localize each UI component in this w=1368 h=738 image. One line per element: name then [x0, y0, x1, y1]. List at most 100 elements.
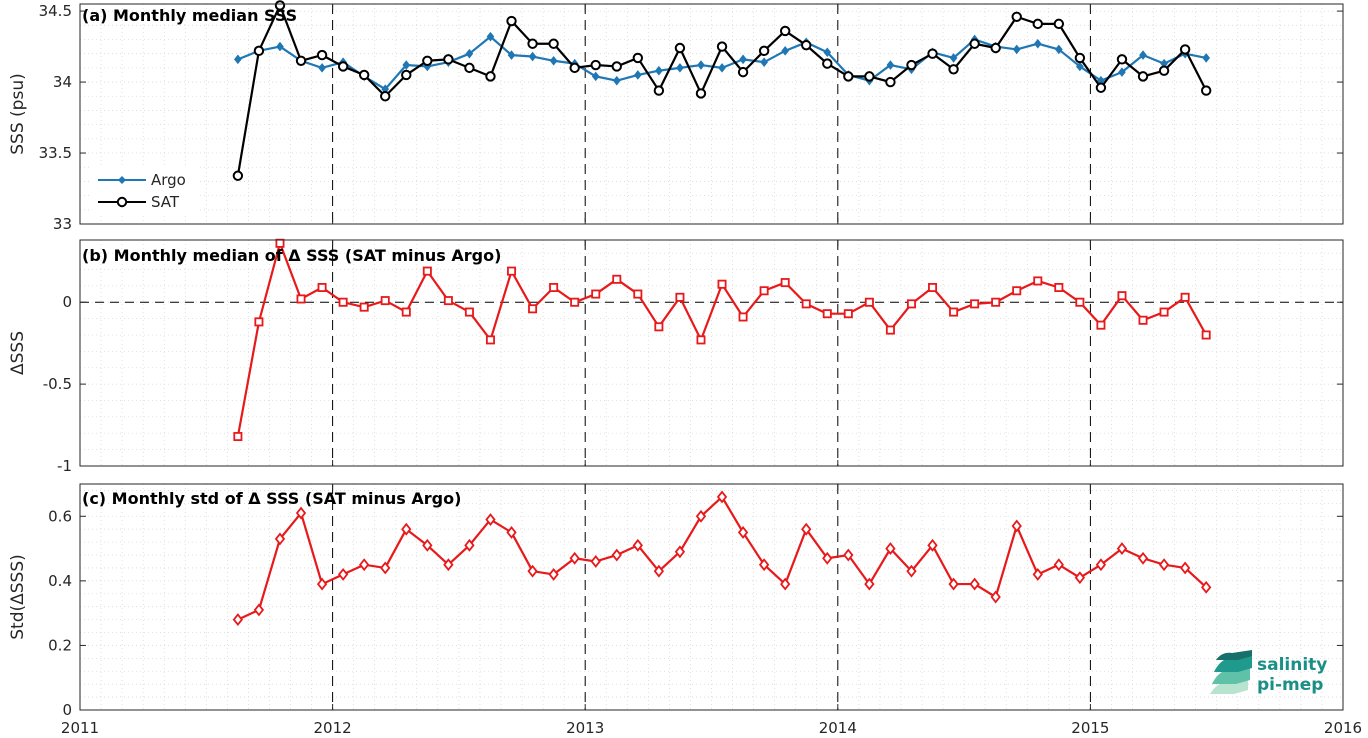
- data-point: [1201, 330, 1211, 340]
- data-point: [1180, 292, 1190, 302]
- data-point: [1179, 561, 1191, 575]
- panel-b-y-label: ΔSSS: [8, 331, 28, 375]
- legend: Argo SAT: [90, 165, 200, 215]
- panel-a-y-label: SSS (psu): [8, 73, 28, 154]
- data-point: [359, 558, 370, 572]
- x-axis-ticks: 2011 2012 2013 2014 2015 2016: [61, 719, 1362, 737]
- data-point: [1074, 571, 1086, 585]
- data-point: [464, 538, 475, 552]
- data-point: [1202, 53, 1211, 63]
- data-point: [232, 613, 244, 627]
- data-point: [422, 266, 432, 276]
- data-point: [402, 60, 411, 70]
- data-point: [759, 286, 769, 296]
- data-point: [695, 88, 707, 99]
- data-point: [1054, 282, 1064, 292]
- data-point: [948, 577, 959, 591]
- data-point: [232, 170, 244, 181]
- data-point: [548, 38, 559, 49]
- legend-argo-label: Argo: [151, 171, 186, 189]
- data-point: [1011, 11, 1022, 22]
- panel-b-grid: [80, 240, 1343, 467]
- data-point: [570, 297, 580, 307]
- panel-c-year-lines: [332, 484, 1091, 710]
- data-point: [253, 45, 265, 57]
- data-point: [1116, 54, 1128, 65]
- data-point: [358, 69, 370, 81]
- data-point: [506, 525, 517, 539]
- x-tick-label: 2016: [1324, 719, 1362, 737]
- data-point: [1033, 38, 1042, 49]
- data-point: [864, 577, 875, 591]
- data-point: [822, 58, 833, 69]
- data-point: [1118, 67, 1126, 77]
- data-point: [337, 567, 349, 581]
- data-point: [380, 91, 391, 102]
- data-point: [780, 577, 791, 591]
- panel-a-series: [232, 0, 1212, 181]
- x-tick-label: 2014: [819, 719, 857, 737]
- data-point: [801, 522, 812, 536]
- panel-b-frame: [79, 239, 1344, 467]
- data-point: [337, 61, 349, 72]
- series-line: [236, 242, 1208, 437]
- panel-c: 0 0.2 0.4 0.6 2011 2012 2013 2014 2015 2016 (c) …: [8, 483, 1362, 737]
- panel-a-grid: [80, 4, 1343, 225]
- data-point: [885, 325, 895, 335]
- data-point: [695, 509, 707, 523]
- data-point: [1095, 82, 1107, 93]
- legend-box: [90, 165, 200, 215]
- data-point: [380, 561, 391, 575]
- panel-b-series: [233, 238, 1211, 442]
- data-point: [927, 48, 938, 59]
- data-point: [485, 335, 495, 345]
- data-point: [611, 61, 622, 72]
- data-point: [927, 538, 938, 552]
- data-point: [906, 299, 916, 309]
- data-point: [464, 307, 474, 317]
- data-point: [737, 66, 749, 78]
- y-tick-label: 33: [53, 215, 72, 233]
- y-tick-label: 34.5: [39, 2, 72, 20]
- data-point: [864, 71, 875, 82]
- data-point: [823, 47, 832, 58]
- legend-sat-marker: [116, 196, 128, 208]
- data-point: [949, 307, 959, 317]
- data-point: [380, 296, 390, 306]
- data-point: [716, 41, 728, 52]
- data-point: [485, 71, 496, 82]
- panel-c-series: [232, 490, 1212, 627]
- data-point: [632, 52, 644, 64]
- data-point: [970, 299, 980, 309]
- panel-a-y-ticks: 33 33.5 34 34.5: [39, 2, 1344, 233]
- legend-argo-marker: [118, 176, 126, 184]
- data-point: [338, 297, 348, 307]
- data-point: [401, 307, 411, 317]
- data-point: [1159, 307, 1169, 317]
- panel-c-title: (c) Monthly std of Δ SSS (SAT minus Argo…: [82, 489, 461, 508]
- data-point: [885, 542, 896, 556]
- wave-icon: [1210, 650, 1252, 694]
- data-point: [1137, 551, 1149, 565]
- data-point: [843, 309, 853, 319]
- data-point: [443, 296, 453, 306]
- data-point: [737, 525, 749, 539]
- data-point: [906, 59, 917, 71]
- data-point: [401, 69, 412, 81]
- data-point: [780, 278, 790, 288]
- data-point: [295, 55, 307, 66]
- data-point: [422, 538, 433, 552]
- data-point: [1053, 558, 1064, 572]
- y-tick-label: 0: [62, 293, 72, 311]
- data-point: [1158, 65, 1170, 76]
- x-tick-label: 2015: [1071, 719, 1109, 737]
- logo-text-pimep: pi-mep: [1257, 675, 1323, 695]
- data-point: [633, 289, 643, 299]
- data-point: [653, 85, 665, 96]
- y-tick-label: 0.6: [48, 507, 72, 525]
- data-point: [274, 0, 286, 11]
- logo-text-salinity: salinity: [1257, 655, 1327, 675]
- data-point: [612, 75, 621, 86]
- data-point: [632, 538, 643, 552]
